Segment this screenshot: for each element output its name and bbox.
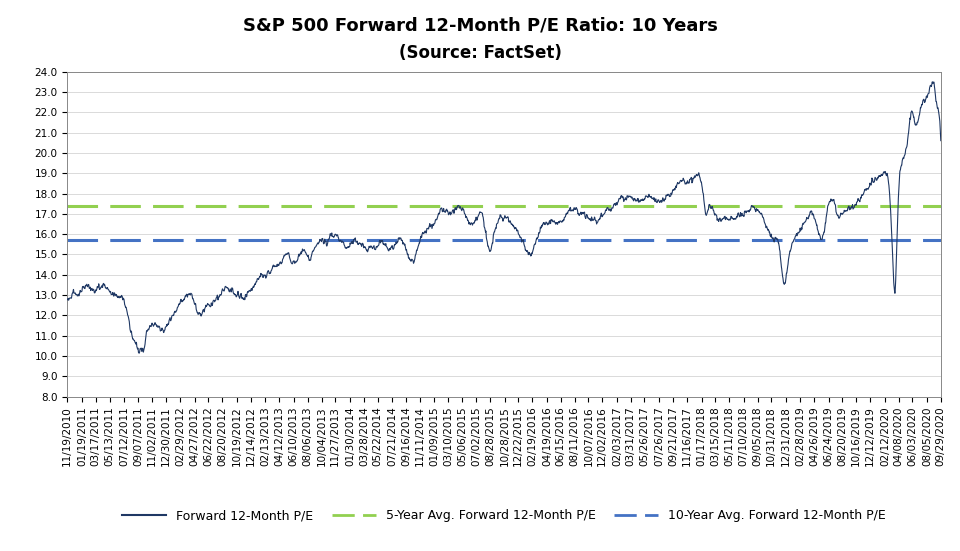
Text: (Source: FactSet): (Source: FactSet) xyxy=(398,44,562,62)
Text: S&P 500 Forward 12-Month P/E Ratio: 10 Years: S&P 500 Forward 12-Month P/E Ratio: 10 Y… xyxy=(243,17,717,35)
Legend: Forward 12-Month P/E, 5-Year Avg. Forward 12-Month P/E, 10-Year Avg. Forward 12-: Forward 12-Month P/E, 5-Year Avg. Forwar… xyxy=(117,504,891,527)
